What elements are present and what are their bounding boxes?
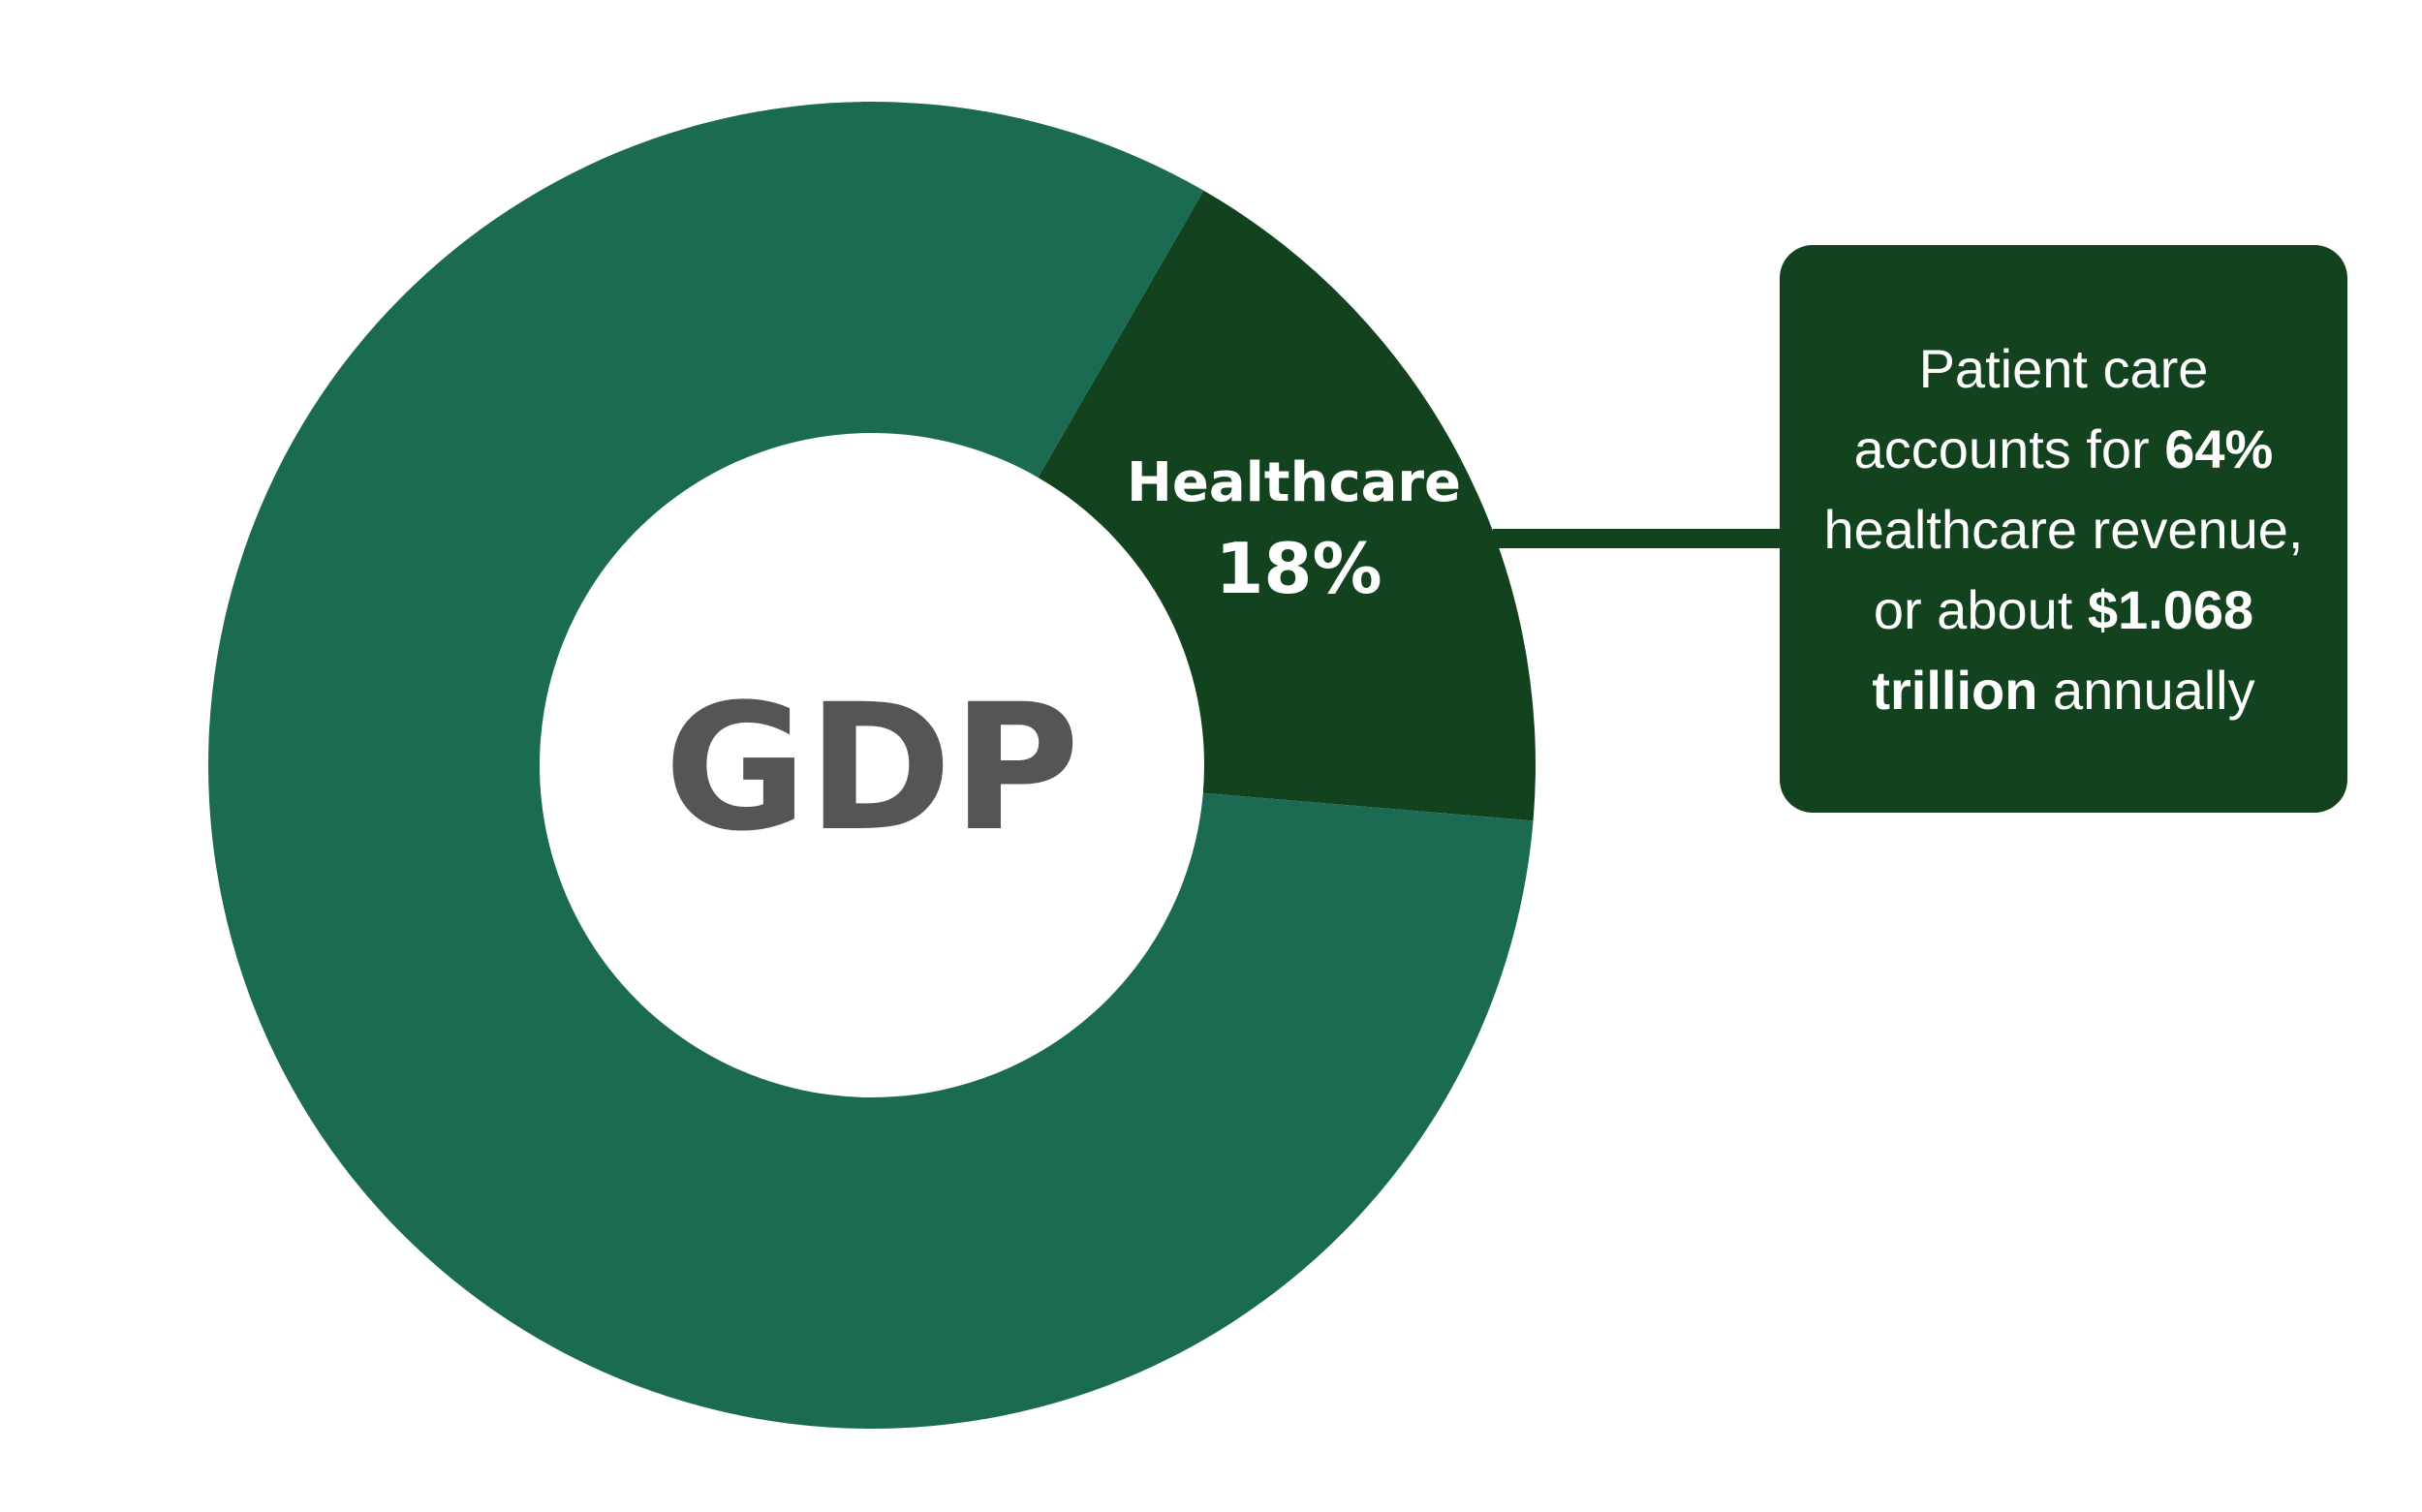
annotation-segment: 64% xyxy=(2164,417,2274,479)
slice-value: 18% xyxy=(1215,528,1382,609)
annotation-segment: Patient care accounts for xyxy=(1853,337,2209,479)
slice-label: Healthcare xyxy=(1127,451,1461,514)
slice xyxy=(207,102,1534,1429)
annotation-segment: annually xyxy=(2037,659,2255,721)
center-label: GDP xyxy=(664,667,1079,870)
annotation-segment: healthcare revenue, or about xyxy=(1823,498,2304,640)
annotation-box: Patient care accounts for 64% healthcare… xyxy=(1780,245,2347,813)
annotation-segment: $1.068 trillion xyxy=(1872,578,2254,721)
annotation-text: Patient care accounts for 64% healthcare… xyxy=(1813,328,2314,730)
slice xyxy=(1038,190,1536,821)
